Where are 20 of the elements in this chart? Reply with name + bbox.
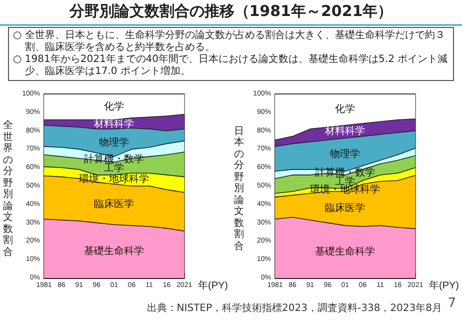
series-label: 化学 bbox=[104, 100, 124, 112]
series-label: 臨床医学 bbox=[325, 202, 366, 214]
x-axis-title: 年(PY) bbox=[429, 280, 459, 292]
text: ○ 1981年から2021年までの40年間で、日本における論文数は、基礎生命科学は5.2 ポイント減少、臨床医学は17.0 ポイント増加。 bbox=[13, 54, 448, 77]
text: 全世界の分野別論文数割合 bbox=[3, 120, 13, 258]
series-label: 材料科学 bbox=[324, 125, 366, 138]
series-label: 基礎生命科学 bbox=[315, 245, 376, 258]
text: 7 bbox=[448, 296, 456, 311]
series-label: 基礎生命科学 bbox=[84, 244, 144, 257]
series-label: 工学 bbox=[104, 162, 124, 174]
series-label: 化学 bbox=[335, 103, 356, 116]
source-note: 出典：NISTEP，科学技術指標2023，調査資料-338，2023年8月 bbox=[146, 302, 442, 315]
series-label: 材料科学 bbox=[93, 118, 134, 130]
series-label: 物理学 bbox=[330, 148, 360, 160]
text: ○ 全世界、日本ともに、生命科学分野の論文数が占める割合は大きく、基礎生命科学だけで約３割、臨床医学を含めると約半数を占める。 bbox=[13, 30, 445, 53]
text: 分野別論文数割合の推移（1981年～2021年） bbox=[0, 2, 462, 26]
text: 日本の分野別論文数割合 bbox=[234, 126, 244, 252]
x-axis-title: 年(PY) bbox=[198, 280, 228, 292]
series-label: 臨床医学 bbox=[94, 198, 134, 210]
series-label: 物理学 bbox=[99, 136, 130, 148]
